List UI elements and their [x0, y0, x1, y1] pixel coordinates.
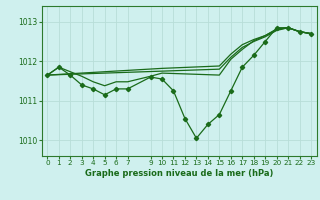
X-axis label: Graphe pression niveau de la mer (hPa): Graphe pression niveau de la mer (hPa): [85, 169, 273, 178]
